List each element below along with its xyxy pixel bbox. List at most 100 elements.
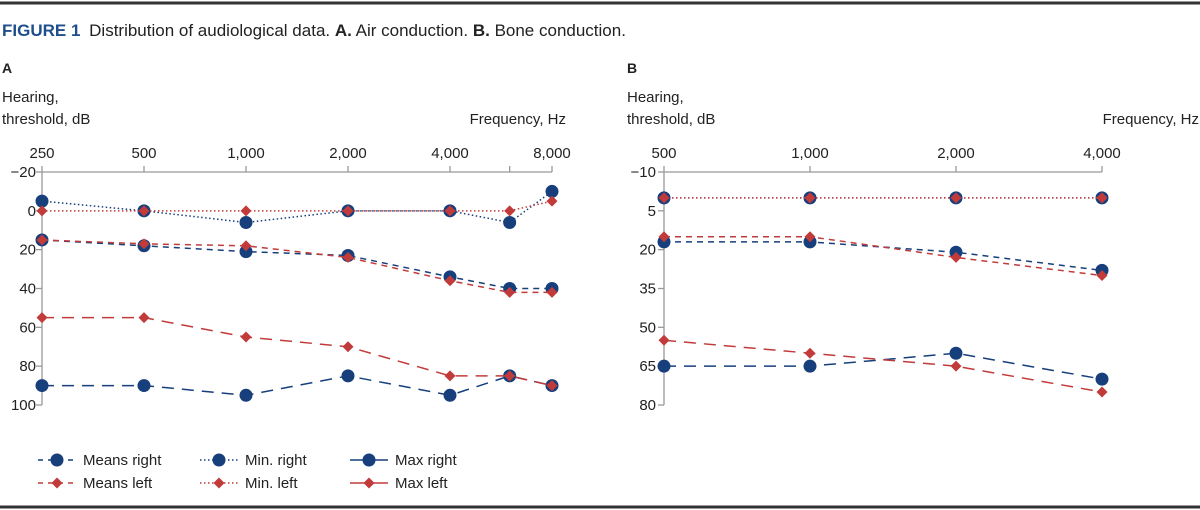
- data-point-max-left: [240, 331, 252, 343]
- legend-item: Means right: [38, 452, 162, 469]
- series-line-means-left: [664, 235, 1103, 277]
- series-line-max-right: [664, 352, 1103, 380]
- panel-b-ylabel: Hearing,: [627, 89, 684, 106]
- data-point-min-left: [36, 205, 48, 217]
- data-point-min-right: [239, 215, 253, 229]
- y-tick-label: 80: [19, 358, 36, 375]
- series-min-left: [658, 192, 1108, 204]
- x-tick-label: 1,000: [227, 145, 265, 162]
- y-tick-label: 20: [639, 242, 656, 259]
- data-point-means-left: [658, 231, 670, 243]
- data-point-means-left: [444, 275, 456, 287]
- caption-text: Distribution of audiological data.: [89, 21, 335, 40]
- x-tick-label: 2,000: [937, 145, 975, 162]
- caption-b: B.: [473, 21, 490, 40]
- series-means-right: [657, 235, 1109, 277]
- data-point-min-left: [444, 205, 456, 217]
- data-point-max-left: [804, 347, 816, 359]
- y-tick-label: −10: [631, 164, 656, 181]
- legend-item: Means left: [38, 475, 153, 492]
- series-line-means-left: [41, 239, 552, 294]
- x-tick-label: 250: [29, 145, 54, 162]
- legend-label: Means right: [83, 452, 162, 469]
- data-point-min-right: [545, 184, 559, 198]
- series-means-left: [658, 231, 1108, 282]
- y-tick-label: 5: [648, 203, 656, 220]
- y-tick-label: 20: [19, 242, 36, 259]
- legend: Means right Min. right Max right Means left…: [38, 452, 458, 492]
- y-tick-label: 35: [639, 281, 656, 298]
- data-point-min-left: [658, 192, 670, 204]
- data-point-means-left: [950, 251, 962, 263]
- data-point-max-right: [239, 388, 253, 402]
- data-point-means-left: [504, 286, 516, 298]
- data-point-max-left: [444, 370, 456, 382]
- data-point-min-left: [240, 205, 252, 217]
- y-tick-label: 0: [28, 203, 36, 220]
- x-tick-label: 500: [651, 145, 676, 162]
- panel-b-xlabel: Frequency, Hz: [1103, 111, 1199, 128]
- data-point-min-left: [342, 205, 354, 217]
- series-max-left: [658, 334, 1108, 398]
- y-tick-label: 40: [19, 281, 36, 298]
- data-point-means-left: [546, 286, 558, 298]
- data-point-min-left: [504, 205, 516, 217]
- x-tick-label: 2,000: [329, 145, 367, 162]
- data-point-means-right: [239, 245, 253, 259]
- data-point-means-left: [138, 238, 150, 250]
- data-point-max-left: [36, 312, 48, 324]
- legend-label: Means left: [83, 475, 153, 492]
- legend-item: Min. right: [200, 452, 308, 469]
- series-max-left: [36, 312, 558, 392]
- data-point-means-left: [240, 240, 252, 252]
- legend-marker-circle-icon: [50, 453, 64, 467]
- data-point-max-left: [950, 360, 962, 372]
- chart-panel-a: 250 500 1,000 2,000 4,000 8,000 −20 0 20 40 60 80 10…: [11, 145, 571, 414]
- data-point-means-left: [342, 251, 354, 263]
- series-line-means-right: [41, 239, 552, 290]
- series-min-left: [36, 195, 558, 217]
- data-point-min-left: [138, 205, 150, 217]
- data-point-max-right: [657, 359, 671, 373]
- data-point-min-left: [804, 192, 816, 204]
- data-point-max-left: [342, 341, 354, 353]
- caption-a: A.: [335, 21, 352, 40]
- data-point-min-right: [35, 194, 49, 208]
- caption-text: Air conduction.: [356, 21, 473, 40]
- x-tick-label: 4,000: [431, 145, 469, 162]
- data-point-means-left: [36, 234, 48, 246]
- series-means-right: [35, 233, 559, 295]
- y-tick-label: 80: [639, 397, 656, 414]
- data-point-max-right: [443, 388, 457, 402]
- figure-label: FIGURE 1: [2, 21, 80, 40]
- data-point-max-right: [137, 379, 151, 393]
- series-line-min-left: [42, 200, 553, 212]
- legend-label: Min. right: [245, 452, 308, 469]
- data-point-means-left: [804, 231, 816, 243]
- data-point-means-left: [1096, 270, 1108, 282]
- series-max-right: [35, 369, 559, 402]
- data-point-max-right: [949, 346, 963, 360]
- data-point-min-right: [503, 215, 517, 229]
- legend-marker-circle-icon: [362, 453, 376, 467]
- series-line-max-right: [42, 375, 553, 397]
- data-point-max-left: [1096, 386, 1108, 398]
- panel-a-ylabel: Hearing,: [2, 89, 59, 106]
- data-point-max-right: [1095, 372, 1109, 386]
- y-tick-label: 50: [639, 319, 656, 336]
- series-line-max-left: [663, 339, 1103, 393]
- legend-marker-circle-icon: [212, 453, 226, 467]
- series-max-right: [657, 346, 1109, 386]
- series-line-min-right: [41, 190, 553, 224]
- legend-marker-diamond-icon: [363, 477, 375, 489]
- x-tick-label: 4,000: [1083, 145, 1121, 162]
- panel-a-xlabel: Frequency, Hz: [470, 111, 566, 128]
- series-means-left: [36, 234, 558, 298]
- data-point-min-left: [546, 195, 558, 207]
- legend-marker-diamond-icon: [51, 477, 63, 489]
- legend-item: Min. left: [200, 475, 298, 492]
- data-point-min-left: [1096, 192, 1108, 204]
- legend-label: Max left: [395, 475, 448, 492]
- data-point-min-left: [950, 192, 962, 204]
